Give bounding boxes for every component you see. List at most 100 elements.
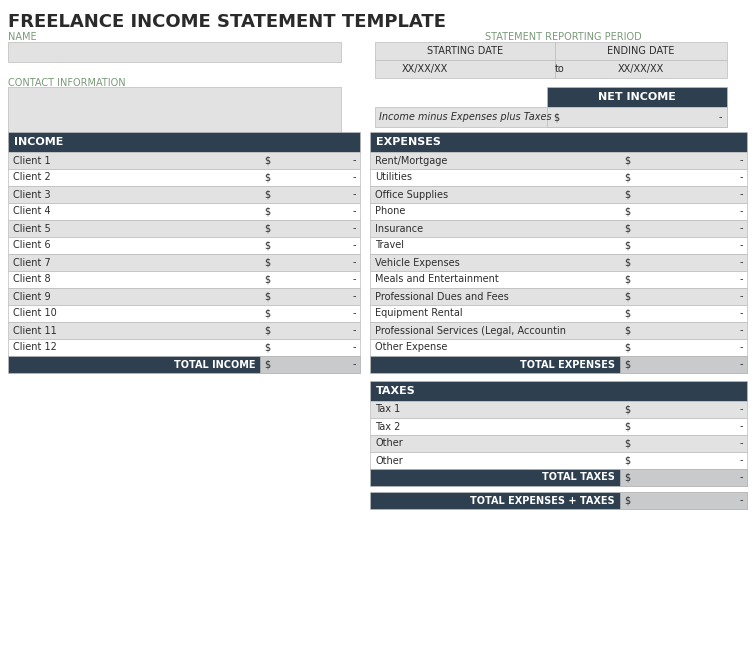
Text: STATEMENT REPORTING PERIOD: STATEMENT REPORTING PERIOD [485,32,642,42]
Text: -: - [353,326,356,335]
Text: $: $ [624,343,630,353]
Bar [370,169,747,186]
Bar [260,356,360,373]
Text: XX/XX/XX: XX/XX/XX [618,64,664,74]
Bar [370,152,747,169]
Text: XX/XX/XX: XX/XX/XX [402,64,448,74]
Text: $: $ [624,473,630,483]
Bar [370,418,747,435]
Text: Tax 2: Tax 2 [375,422,400,432]
Text: $: $ [264,156,270,166]
Text: Utilities: Utilities [375,172,412,182]
Text: -: - [739,190,743,200]
Text: Tax 1: Tax 1 [375,404,400,414]
Text: -: - [353,241,356,251]
Text: -: - [739,241,743,251]
Text: Insurance: Insurance [375,223,423,233]
Text: -: - [739,359,743,369]
Bar [370,305,747,322]
Text: $: $ [624,241,630,251]
Text: Client 7: Client 7 [13,257,51,267]
Text: -: - [739,156,743,166]
Text: Other: Other [375,438,402,448]
Text: -: - [739,326,743,335]
Text: $: $ [624,274,630,284]
Text: Other: Other [375,455,402,465]
Bar [370,469,747,486]
Text: Meals and Entertainment: Meals and Entertainment [375,274,499,284]
Bar [8,186,360,203]
Bar [620,492,747,509]
Bar [370,186,747,203]
Text: ENDING DATE: ENDING DATE [607,46,675,56]
Text: -: - [353,359,356,369]
Text: Client 5: Client 5 [13,223,51,233]
Text: $: $ [624,326,630,335]
Text: -: - [739,308,743,318]
Text: FREELANCE INCOME STATEMENT TEMPLATE: FREELANCE INCOME STATEMENT TEMPLATE [8,13,446,31]
Text: NET INCOME: NET INCOME [598,92,676,102]
Text: Client 8: Client 8 [13,274,51,284]
Bar [8,237,360,254]
Text: EXPENSES: EXPENSES [376,137,441,147]
Bar [370,356,747,373]
Text: CONTACT INFORMATION: CONTACT INFORMATION [8,78,125,88]
Text: Rent/Mortgage: Rent/Mortgage [375,156,448,166]
Text: Client 6: Client 6 [13,241,51,251]
Text: -: - [353,206,356,217]
Bar [370,288,747,305]
Text: -: - [739,422,743,432]
Text: $: $ [624,438,630,448]
Text: TOTAL INCOME: TOTAL INCOME [174,359,255,369]
Bar [8,356,360,373]
Text: -: - [739,172,743,182]
Text: $: $ [264,223,270,233]
Text: -: - [739,455,743,465]
Text: $: $ [264,308,270,318]
Bar [555,42,727,60]
Text: -: - [353,343,356,353]
Text: INCOME: INCOME [14,137,63,147]
Text: Client 12: Client 12 [13,343,57,353]
Text: Equipment Rental: Equipment Rental [375,308,463,318]
Text: Vehicle Expenses: Vehicle Expenses [375,257,460,267]
Text: $: $ [624,359,630,369]
Text: $: $ [624,257,630,267]
Text: $: $ [264,257,270,267]
Bar [8,203,360,220]
Text: -: - [739,257,743,267]
Text: Professional Dues and Fees: Professional Dues and Fees [375,292,509,302]
Text: -: - [739,495,743,505]
Text: -: - [353,274,356,284]
Bar [555,60,727,78]
Text: $: $ [624,404,630,414]
Text: $: $ [264,274,270,284]
Text: Client 3: Client 3 [13,190,51,200]
Bar [370,322,747,339]
Bar [370,339,747,356]
Bar [8,305,360,322]
Text: TAXES: TAXES [376,386,416,396]
Bar [8,152,360,169]
Bar [370,203,747,220]
Text: -: - [353,308,356,318]
Text: $: $ [264,206,270,217]
Text: $: $ [624,455,630,465]
Bar [375,107,727,127]
Text: -: - [719,112,722,122]
Bar [8,169,360,186]
Bar [370,254,747,271]
Bar [375,42,555,60]
Bar [370,271,747,288]
Text: to: to [555,64,565,74]
Bar [547,87,727,107]
Bar [370,381,747,401]
Text: $: $ [264,359,270,369]
Text: $: $ [264,326,270,335]
Text: $: $ [264,292,270,302]
Text: $: $ [624,308,630,318]
Text: $: $ [624,223,630,233]
Text: $: $ [264,241,270,251]
Bar [370,435,747,452]
Text: -: - [739,206,743,217]
